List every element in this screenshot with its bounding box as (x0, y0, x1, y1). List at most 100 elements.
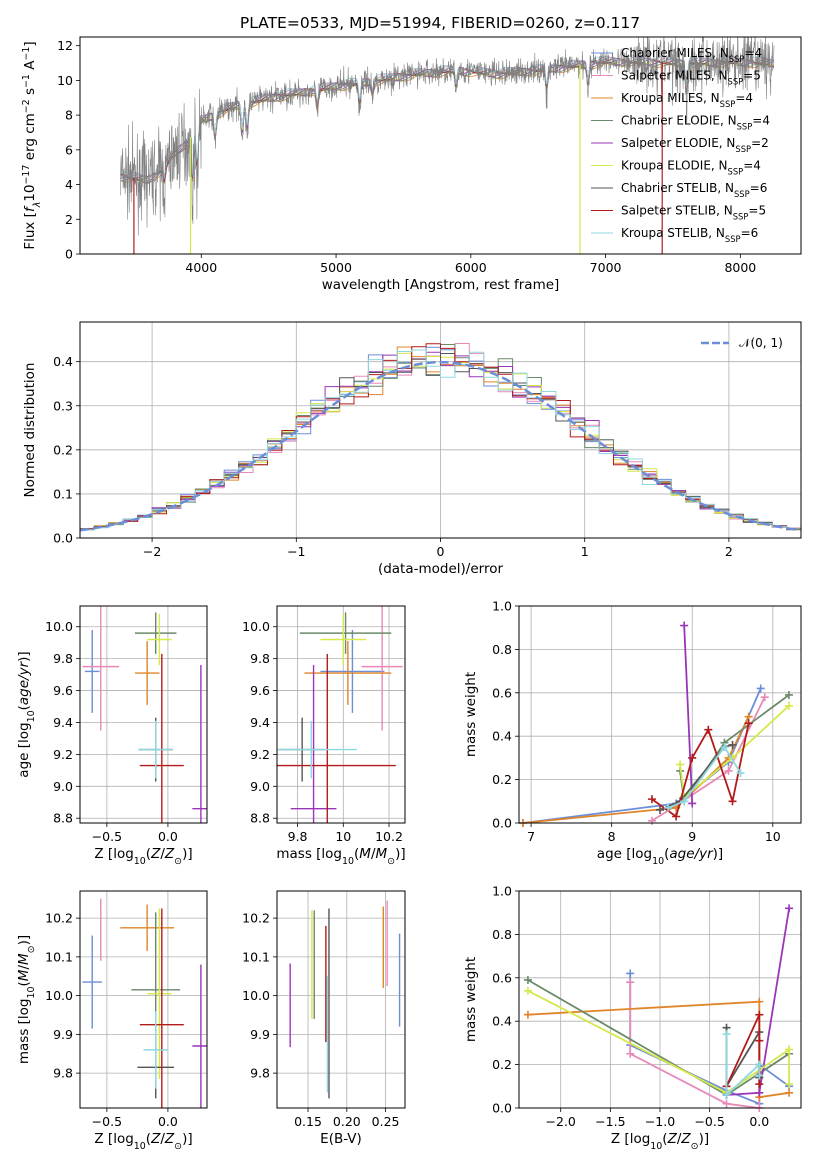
x-tick-label: −0.5 (92, 829, 122, 844)
y-tick-label: 0.0 (53, 531, 73, 546)
weight-marker (755, 1071, 764, 1080)
mass-vs-ebv-panel: 0.15 0.20 0.25 9.8 9.9 10.0 10.1 10.2 E(B-V) (242, 890, 406, 1147)
weight-series-line (725, 1014, 761, 1087)
x-tick-label: 10 (765, 829, 781, 844)
weight-marker (680, 797, 689, 806)
weight-series-line (522, 688, 762, 823)
y-tick-label: 6 (65, 142, 73, 157)
x-axis-label: Z [log10(Z/Z⊙)] (611, 1131, 709, 1152)
y-tick-label: 9.9 (53, 1027, 73, 1042)
y-tick-label: 12 (57, 38, 73, 53)
weight-marker (755, 1060, 764, 1069)
y-axis-label: mass [log10(M/M⊙)] (16, 935, 37, 1064)
gaussian-reference-curve (80, 360, 799, 532)
y-tick-label: 0.4 (53, 354, 73, 369)
y-tick-label: 0.6 (492, 685, 512, 700)
weight-marker (664, 803, 673, 812)
weight-series-line (522, 716, 750, 823)
y-axis-label: Flux [fλ10−17 erg cm−2 s−1 A−1] (21, 41, 43, 249)
x-tick-label: 10 (335, 829, 351, 844)
weight-series-line (651, 696, 766, 822)
x-tick-label: 0.0 (749, 1114, 769, 1129)
weight-marker (724, 766, 733, 775)
weight-marker (656, 805, 664, 814)
y-tick-label: 9.9 (250, 1027, 270, 1042)
y-axis-label: mass weight (463, 672, 479, 757)
weight-marker (755, 1080, 764, 1089)
x-tick-label: 0.0 (158, 829, 178, 844)
y-tick-label: 8.8 (250, 811, 270, 826)
x-axis-label: age [log10(age/yr)] (597, 846, 723, 867)
y-tick-label: 9.8 (53, 651, 73, 666)
y-tick-label: 0.3 (53, 398, 73, 413)
y-tick-label: 9.4 (53, 715, 73, 730)
x-tick-label: 1 (581, 544, 589, 559)
weight-series-line (725, 1034, 761, 1098)
weight-marker (755, 1010, 764, 1019)
axes-frame (518, 605, 802, 824)
y-tick-label: 0.2 (53, 442, 73, 457)
x-tick-label: −2 (143, 544, 161, 559)
weight-marker (626, 1049, 635, 1058)
model-spectrum-line (120, 58, 774, 183)
y-tick-label: 0.4 (492, 729, 512, 744)
weight-marker (688, 799, 697, 808)
x-axis-label: (data-model)/error (378, 561, 504, 577)
y-tick-label: 0.8 (492, 642, 512, 657)
x-tick-label: 8000 (724, 260, 756, 275)
y-tick-label: 1.0 (492, 599, 512, 614)
weight-series-line (527, 989, 790, 1094)
weight-marker (755, 997, 764, 1006)
y-tick-label: 9.6 (250, 683, 270, 698)
x-tick-label: 0 (437, 544, 445, 559)
figure-title: PLATE=0533, MJD=51994, FIBERID=0260, z=0… (240, 14, 640, 32)
y-axis-label: age [log10(age/yr)] (16, 651, 37, 777)
x-tick-label: 0.0 (158, 1114, 178, 1129)
weight-marker (680, 621, 689, 630)
y-tick-label: 9.4 (250, 715, 270, 730)
y-tick-label: 10.1 (242, 949, 270, 964)
x-tick-label: 10.2 (375, 829, 403, 844)
legend-label: Salpeter STELIB, NSSP=5 (621, 204, 766, 222)
x-tick-label: −1.0 (645, 1114, 675, 1129)
y-tick-label: 9.0 (53, 779, 73, 794)
age-vs-metallicity-panel: −0.5 0.0 8.8 9.0 9.2 9.4 9.6 9.8 10.0 Z [log10(Z/… (16, 605, 208, 867)
legend-label: Salpeter ELODIE, NSSP=2 (621, 136, 769, 154)
weight-marker (523, 986, 532, 995)
axes-frame (276, 890, 406, 1109)
legend-label: Kroupa ELODIE, NSSP=4 (621, 159, 761, 177)
weight-marker (744, 719, 753, 728)
legend-label: Chabrier MILES, NSSP=4 (621, 46, 762, 64)
weight-series-line (667, 745, 742, 809)
y-tick-label: 0.0 (492, 816, 512, 831)
x-tick-label: 9.8 (288, 829, 308, 844)
age-vs-mass-panel: 9.8 10 10.2 8.8 9.0 9.2 9.4 9.6 9.8 10.0 mass [log… (242, 605, 406, 867)
x-axis-label: Z [log10(Z/Z⊙)] (94, 1131, 192, 1152)
weight-marker (647, 795, 656, 804)
y-tick-label: 9.0 (250, 779, 270, 794)
weight-marker (785, 1045, 794, 1054)
x-tick-label: −1.5 (595, 1114, 625, 1129)
weight-marker (784, 701, 793, 710)
legend-label: Chabrier ELODIE, NSSP=4 (621, 114, 770, 132)
weight-series-line (683, 625, 694, 804)
weight-marker (523, 975, 532, 984)
y-tick-label: 1.0 (492, 884, 512, 899)
y-tick-label: 0.6 (492, 970, 512, 985)
weight-marker (722, 1030, 731, 1039)
weight-marker (755, 1088, 764, 1097)
y-tick-label: 9.8 (250, 651, 270, 666)
residuals-panel: −2 −1 0 1 2 0.0 0.1 0.2 0.3 0.4 (data-model)/error… (22, 321, 802, 577)
observed-spectrum-line (120, 37, 775, 236)
weight-marker (722, 1099, 731, 1108)
weight-marker (728, 797, 737, 806)
y-tick-label: 2 (65, 212, 73, 227)
x-tick-label: −1 (287, 544, 305, 559)
y-tick-label: 9.8 (250, 1066, 270, 1081)
x-tick-label: −2.0 (546, 1114, 576, 1129)
x-tick-label: 6000 (455, 260, 487, 275)
spectrum-panel: 4000 5000 6000 7000 8000 0 2 4 6 8 10 12 wavelength … (21, 36, 802, 293)
y-tick-label: 0.1 (53, 486, 73, 501)
y-tick-label: 10.1 (45, 949, 73, 964)
weight-marker (736, 769, 745, 778)
